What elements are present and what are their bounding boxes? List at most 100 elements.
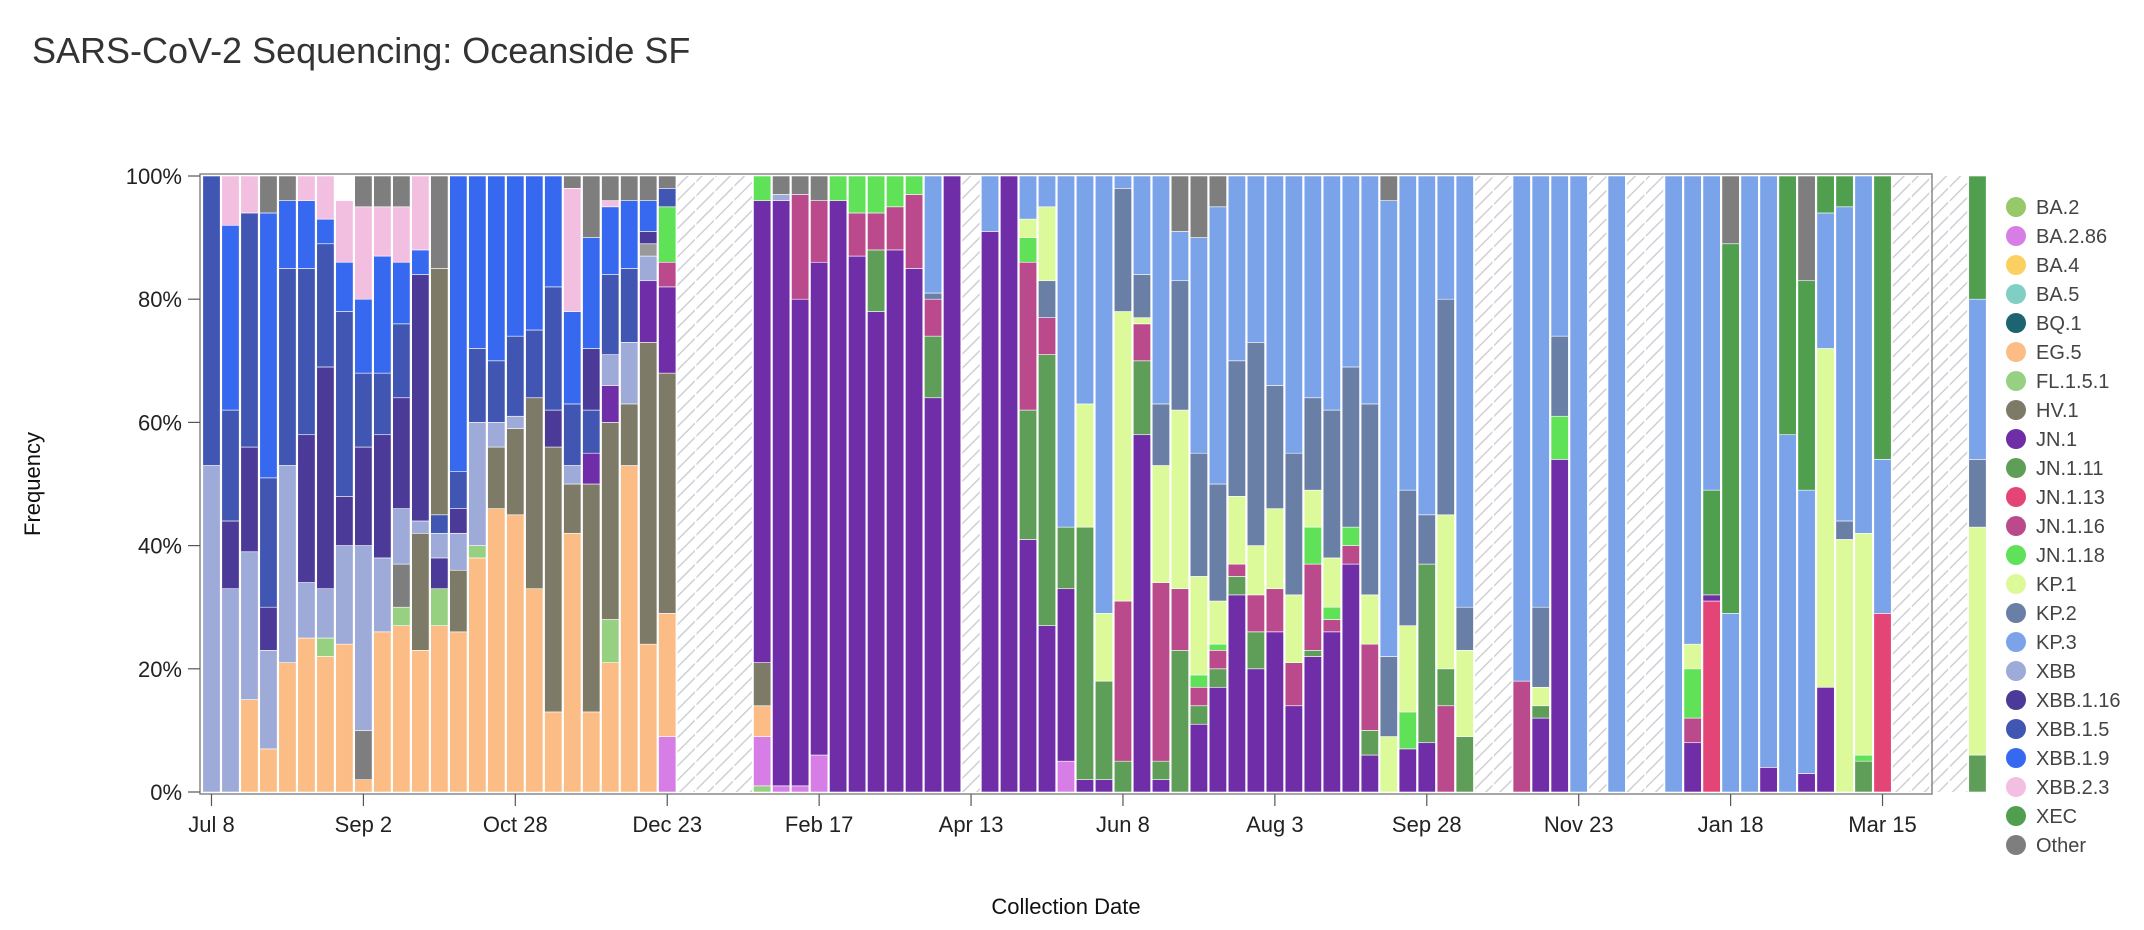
bar-segment-58-jn-1-11[interactable] bbox=[1303, 650, 1322, 657]
bar-segment-48-kp-2[interactable] bbox=[1113, 188, 1132, 312]
bar-segment-49-kp-1[interactable] bbox=[1132, 317, 1151, 325]
bar-segment-84-kp-3[interactable] bbox=[1797, 489, 1816, 774]
bar-segment-7-xbb-2-3[interactable] bbox=[335, 200, 354, 263]
bar-segment-60-kp-3[interactable] bbox=[1341, 175, 1360, 368]
bar-segment-8-other[interactable] bbox=[354, 730, 373, 780]
bar-segment-33-jn-1-18[interactable] bbox=[829, 175, 848, 201]
bar-segment-84-xec[interactable] bbox=[1797, 280, 1816, 491]
bar-segment-13-eg-5[interactable] bbox=[449, 631, 468, 793]
legend-swatch-xbb-1-5[interactable] bbox=[2006, 719, 2026, 739]
legend-label-fl-1-5-1[interactable]: FL.1.5.1 bbox=[2036, 371, 2109, 393]
bar-segment-38-jn-1-16[interactable] bbox=[924, 298, 943, 337]
bar-segment-64-jn-1-11[interactable] bbox=[1417, 563, 1436, 744]
bar-segment-86-kp-3[interactable] bbox=[1835, 206, 1854, 522]
bar-segment-70-jn-1[interactable] bbox=[1531, 717, 1550, 793]
bar-segment-93-kp-3[interactable] bbox=[1968, 298, 1987, 460]
bar-segment-58-jn-1-18[interactable] bbox=[1303, 526, 1322, 565]
legend-label-eg-5[interactable]: EG.5 bbox=[2036, 342, 2082, 364]
bar-segment-12-other[interactable] bbox=[430, 175, 449, 269]
bar-segment-21-other[interactable] bbox=[601, 175, 620, 201]
bar-segment-79-kp-3[interactable] bbox=[1702, 175, 1721, 491]
bar-segment-24-jn-1-18[interactable] bbox=[658, 206, 677, 263]
bar-segment-23-xbb-1-16[interactable] bbox=[639, 231, 658, 245]
legend-label-xec[interactable]: XEC bbox=[2036, 806, 2077, 828]
bar-segment-8-xbb-1-9[interactable] bbox=[354, 298, 373, 374]
bar-segment-58-jn-1-16[interactable] bbox=[1303, 563, 1322, 651]
bar-segment-7-xbb[interactable] bbox=[335, 545, 354, 645]
bar-segment-34-jn-1[interactable] bbox=[848, 255, 867, 793]
bar-segment-20-hv-1[interactable] bbox=[582, 483, 601, 713]
legend-swatch-other[interactable] bbox=[2006, 835, 2026, 855]
bar-segment-8-eg-5[interactable] bbox=[354, 779, 373, 793]
bar-segment-30-xbb[interactable] bbox=[772, 194, 791, 201]
legend-label-jn-1-18[interactable]: JN.1.18 bbox=[2036, 545, 2105, 567]
bar-segment-21-xbb-2-3[interactable] bbox=[601, 200, 620, 208]
bar-segment-83-kp-3[interactable] bbox=[1778, 434, 1797, 793]
bar-segment-20-jn-1[interactable] bbox=[582, 452, 601, 485]
bar-segment-46-kp-3[interactable] bbox=[1075, 175, 1094, 405]
bar-segment-51-kp-1[interactable] bbox=[1170, 409, 1189, 590]
bar-segment-24-eg-5[interactable] bbox=[658, 613, 677, 737]
legend-swatch-kp-1[interactable] bbox=[2006, 574, 2026, 594]
bar-segment-59-kp-1[interactable] bbox=[1322, 557, 1341, 608]
bar-segment-16-xbb-1-5[interactable] bbox=[506, 335, 525, 417]
bar-segment-55-jn-1-11[interactable] bbox=[1246, 631, 1265, 670]
bar-segment-41-jn-1[interactable] bbox=[981, 231, 1000, 793]
bar-segment-18-eg-5[interactable] bbox=[544, 711, 563, 793]
bar-segment-82-jn-1[interactable] bbox=[1759, 767, 1778, 793]
bar-segment-4-other[interactable] bbox=[278, 175, 297, 201]
bar-segment-88-xec[interactable] bbox=[1873, 175, 1892, 460]
bar-segment-54-kp-1[interactable] bbox=[1227, 496, 1246, 565]
bar-segment-22-eg-5[interactable] bbox=[620, 465, 639, 793]
bar-segment-23-eg-5[interactable] bbox=[639, 643, 658, 793]
bar-segment-62-kp-1[interactable] bbox=[1379, 736, 1398, 793]
bar-segment-52-other[interactable] bbox=[1189, 175, 1208, 238]
bar-segment-8-xbb-1-16[interactable] bbox=[354, 446, 373, 546]
bar-segment-70-kp-1[interactable] bbox=[1531, 686, 1550, 707]
bar-segment-17-eg-5[interactable] bbox=[525, 588, 544, 793]
bar-segment-12-hv-1[interactable] bbox=[430, 268, 449, 516]
bar-segment-19-eg-5[interactable] bbox=[563, 532, 582, 793]
bar-segment-14-xbb-1-9[interactable] bbox=[468, 175, 487, 349]
bar-segment-47-jn-1-11[interactable] bbox=[1094, 680, 1113, 780]
bar-segment-52-kp-1[interactable] bbox=[1189, 576, 1208, 676]
bar-segment-38-kp-3[interactable] bbox=[924, 175, 943, 294]
bar-segment-24-xbb-1-5[interactable] bbox=[658, 188, 677, 208]
bar-segment-19-other[interactable] bbox=[563, 175, 582, 189]
legend-label-jn-1-13[interactable]: JN.1.13 bbox=[2036, 487, 2105, 509]
bar-segment-57-kp-1[interactable] bbox=[1284, 594, 1303, 663]
bar-segment-32-jn-1-16[interactable] bbox=[810, 200, 829, 263]
bar-segment-85-xec[interactable] bbox=[1816, 175, 1835, 214]
bar-segment-88-jn-1-13[interactable] bbox=[1873, 613, 1892, 793]
bar-segment-60-jn-1-18[interactable] bbox=[1341, 526, 1360, 546]
bar-segment-35-jn-1-18[interactable] bbox=[867, 175, 886, 214]
bar-segment-87-kp-3[interactable] bbox=[1854, 175, 1873, 534]
bar-segment-11-xbb[interactable] bbox=[411, 520, 430, 534]
bar-segment-6-eg-5[interactable] bbox=[316, 656, 335, 793]
bar-segment-46-kp-1[interactable] bbox=[1075, 403, 1094, 528]
bar-segment-69-jn-1-16[interactable] bbox=[1512, 680, 1531, 793]
bar-segment-31-other[interactable] bbox=[791, 175, 810, 195]
bar-segment-45-jn-1[interactable] bbox=[1057, 588, 1075, 762]
bar-segment-8-xbb-1-5[interactable] bbox=[354, 372, 373, 448]
bar-segment-1-xbb-1-5[interactable] bbox=[221, 409, 240, 522]
legend-label-kp-1[interactable]: KP.1 bbox=[2036, 574, 2077, 596]
bar-segment-15-xbb-1-9[interactable] bbox=[487, 175, 506, 362]
bar-segment-80-other[interactable] bbox=[1721, 175, 1740, 245]
bar-segment-47-kp-1[interactable] bbox=[1094, 613, 1113, 682]
bar-segment-41-kp-3[interactable] bbox=[981, 175, 1000, 232]
bar-segment-56-jn-1-16[interactable] bbox=[1265, 588, 1284, 633]
bar-segment-31-ba-2-86[interactable] bbox=[791, 785, 810, 793]
bar-segment-4-xbb[interactable] bbox=[278, 465, 297, 663]
bar-segment-65-kp-1[interactable] bbox=[1436, 514, 1455, 670]
bar-segment-55-kp-3[interactable] bbox=[1246, 175, 1265, 343]
legend-label-xbb-1-9[interactable]: XBB.1.9 bbox=[2036, 748, 2109, 770]
bar-segment-15-hv-1[interactable] bbox=[487, 446, 506, 509]
bar-segment-44-jn-1-11[interactable] bbox=[1038, 354, 1057, 626]
bar-segment-18-xbb-1-9[interactable] bbox=[544, 175, 563, 288]
bar-segment-93-jn-1-11[interactable] bbox=[1968, 754, 1987, 793]
bar-segment-33-jn-1[interactable] bbox=[829, 200, 848, 793]
bar-segment-71-jn-1[interactable] bbox=[1550, 459, 1569, 793]
bar-segment-45-jn-1-11[interactable] bbox=[1057, 526, 1075, 590]
bar-segment-56-jn-1[interactable] bbox=[1265, 631, 1284, 793]
